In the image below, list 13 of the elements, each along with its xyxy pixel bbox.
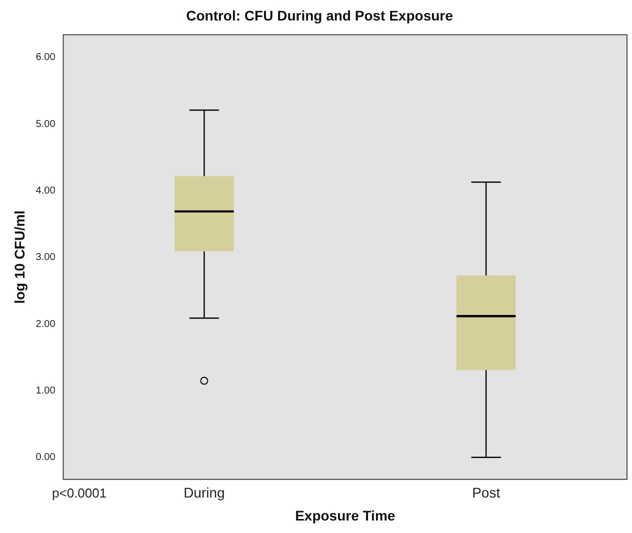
chart-title: Control: CFU During and Post Exposure [186,7,454,24]
y-tick-label: 0.00 [36,452,56,464]
text: p<0.0001 [52,485,107,500]
y-tick-label: 2.00 [36,318,56,330]
y-tick-label: 4.00 [36,186,56,197]
y-tick-label: 1.00 [36,385,56,396]
y-axis-title: log 10 CFU/ml [11,210,28,304]
y-tick-label: 6.00 [36,52,56,64]
x-axis-title: Exposure Time [295,507,396,524]
x-tick-label: Post [472,484,500,501]
y-tick-label: 5.00 [36,118,56,130]
x-tick-label: During [184,484,225,501]
y-tick-label: 3.00 [36,252,56,264]
